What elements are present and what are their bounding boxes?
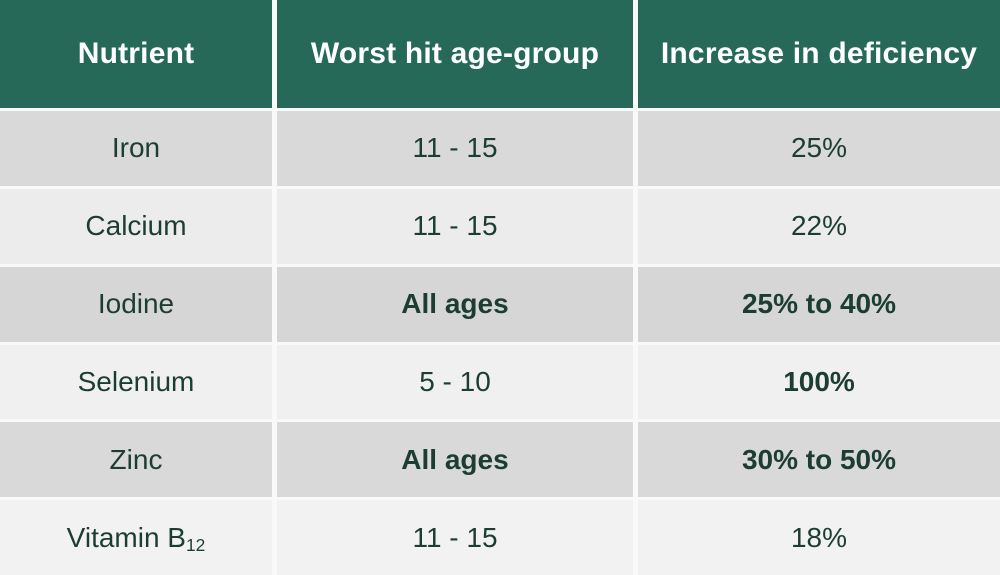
cell-increase-iodine: 25% to 40% — [638, 266, 1000, 342]
cell-age-group-selenium: 5 - 10 — [277, 344, 633, 420]
increase-value: 22% — [790, 210, 848, 242]
cell-nutrient-iodine: Iodine — [0, 266, 272, 342]
cell-increase-zinc: 30% to 50% — [638, 422, 1000, 498]
cell-nutrient-vitamin-b12: Vitamin B12 — [0, 500, 272, 575]
column-header-age-group: Worst hit age-group — [277, 0, 633, 108]
nutrient-name: Calcium — [85, 210, 187, 242]
cell-age-group-iron: 11 - 15 — [277, 111, 633, 186]
column-header-age-group-label: Worst hit age-group — [310, 37, 600, 70]
nutrient-name-main: Vitamin B — [66, 521, 186, 553]
nutrient-name: Selenium — [77, 365, 195, 397]
nutrient-name: Zinc — [109, 443, 163, 475]
cell-age-group-zinc: All ages — [277, 422, 633, 498]
cell-increase-vitamin-b12: 18% — [638, 500, 1000, 575]
nutrient-name: Iron — [111, 132, 161, 164]
nutrient-name: Iodine — [97, 288, 175, 320]
cell-nutrient-selenium: Selenium — [0, 344, 272, 420]
increase-value: 25% — [790, 132, 848, 164]
age-group-value: 11 - 15 — [412, 210, 498, 242]
age-group-value: All ages — [401, 443, 509, 475]
column-header-increase: Increase in deficiency — [638, 0, 1000, 108]
increase-value: 100% — [783, 365, 855, 397]
cell-age-group-vitamin-b12: 11 - 15 — [277, 500, 633, 575]
cell-age-group-iodine: All ages — [277, 266, 633, 342]
nutrient-name-subscript: 12 — [186, 534, 206, 555]
cell-increase-calcium: 22% — [638, 188, 1000, 264]
increase-value: 18% — [790, 521, 848, 553]
age-group-value: 5 - 10 — [419, 365, 491, 397]
column-header-nutrient-label: Nutrient — [77, 37, 195, 70]
increase-value: 25% to 40% — [741, 288, 897, 320]
increase-value: 30% to 50% — [741, 443, 897, 475]
cell-nutrient-zinc: Zinc — [0, 422, 272, 498]
nutrient-name: Vitamin B12 — [67, 522, 206, 554]
cell-nutrient-iron: Iron — [0, 111, 272, 186]
age-group-value: 11 - 15 — [412, 521, 498, 553]
age-group-value: 11 - 15 — [412, 132, 498, 164]
column-header-increase-label: Increase in deficiency — [660, 37, 978, 70]
cell-increase-selenium: 100% — [638, 344, 1000, 420]
cell-nutrient-calcium: Calcium — [0, 188, 272, 264]
cell-age-group-calcium: 11 - 15 — [277, 188, 633, 264]
cell-increase-iron: 25% — [638, 111, 1000, 186]
column-header-nutrient: Nutrient — [0, 0, 272, 108]
age-group-value: All ages — [401, 288, 509, 320]
